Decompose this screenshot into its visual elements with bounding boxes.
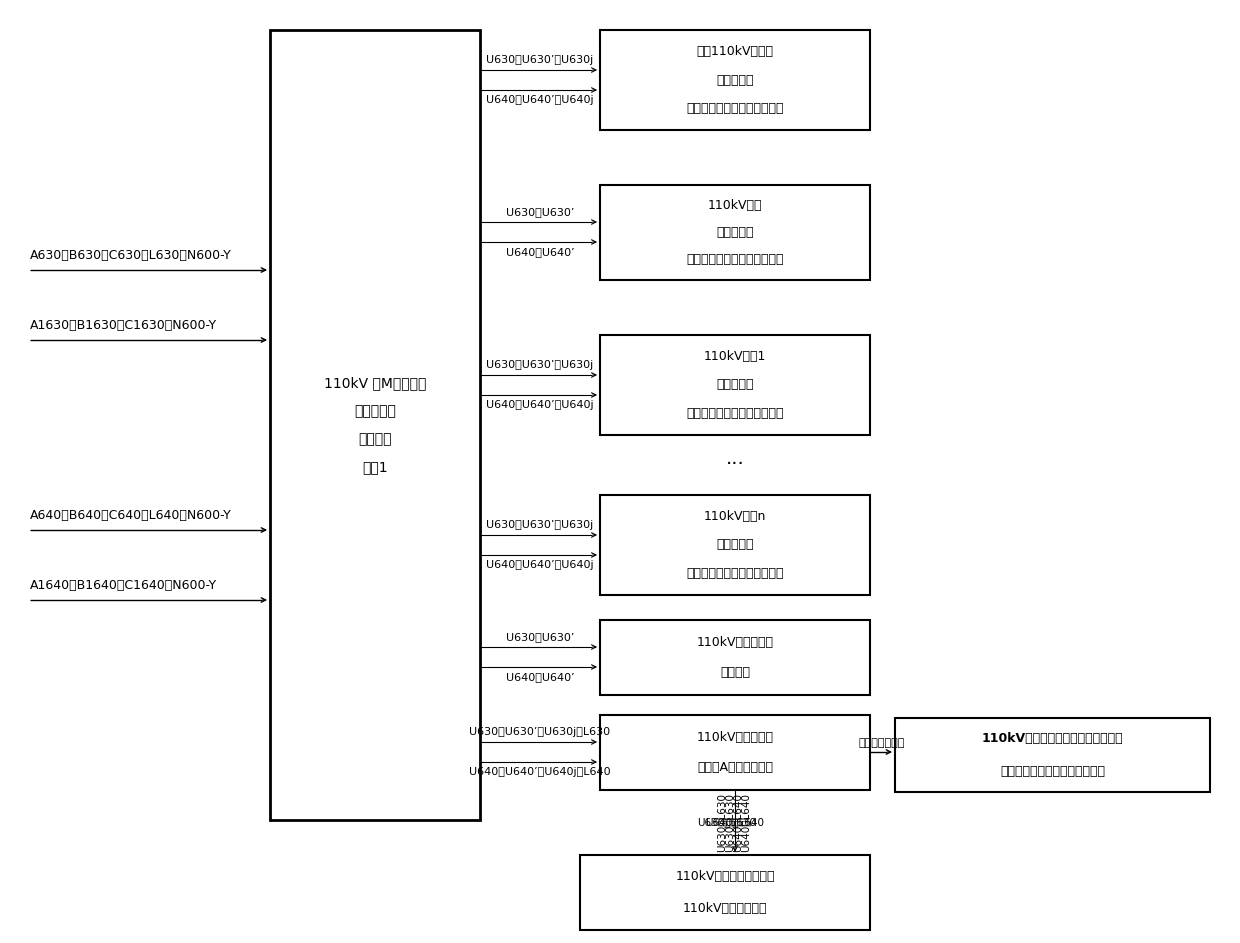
Text: U640、U640’、U640j、L640: U640、U640’、U640j、L640: [469, 767, 611, 777]
Text: 110kV线路n: 110kV线路n: [704, 510, 766, 523]
Text: 110kV母联: 110kV母联: [708, 199, 763, 212]
Text: 智能终端合并单元一体化装置: 智能终端合并单元一体化装置: [686, 567, 784, 580]
Text: 合并单元: 合并单元: [358, 432, 392, 446]
Text: 智能控制柜: 智能控制柜: [717, 538, 754, 552]
Text: 110kV母线保护柜: 110kV母线保护柜: [697, 731, 774, 744]
Text: 110kV ￢M母线设备: 110kV ￢M母线设备: [324, 376, 427, 390]
Bar: [600, 495, 870, 595]
Text: U630、U630’、U630j: U630、U630’、U630j: [486, 360, 594, 370]
Text: U630、U630’、U630j、L630: U630、U630’、U630j、L630: [470, 727, 610, 737]
Text: 母线保护: 母线保护: [720, 666, 750, 679]
Text: A630、B630、C630、L630、N600-Y: A630、B630、C630、L630、N600-Y: [30, 249, 232, 262]
Text: U630、U630’、U630j: U630、U630’、U630j: [486, 55, 594, 65]
Bar: [580, 855, 870, 930]
Text: 智能控制柜: 智能控制柜: [355, 404, 396, 418]
Text: U640、U640’、U640j: U640、U640’、U640j: [486, 560, 594, 570]
Bar: [600, 185, 870, 280]
Text: A1630、B1630、C1630、N600-Y: A1630、B1630、C1630、N600-Y: [30, 319, 217, 332]
Bar: [270, 30, 480, 820]
Text: 110kV故障录波及网络分析一体化柜: 110kV故障录波及网络分析一体化柜: [982, 733, 1123, 745]
Text: U640、U640’: U640、U640’: [506, 672, 574, 682]
Text: U640、L640: U640、L640: [740, 793, 750, 852]
Text: 智能控制柜: 智能控制柜: [717, 74, 754, 87]
Text: A640、B640、C640、L640、N600-Y: A640、B640、C640、L640、N600-Y: [30, 509, 232, 522]
Text: 智能控制柜: 智能控制柜: [717, 226, 754, 239]
Text: U630、U630’: U630、U630’: [506, 632, 574, 642]
Text: U630、U630’、U630j: U630、U630’、U630j: [486, 520, 594, 530]
Text: 110kV公用测控装置: 110kV公用测控装置: [683, 902, 768, 916]
Text: 故障录波及网络分析一体化装置: 故障录波及网络分析一体化装置: [999, 765, 1105, 778]
Bar: [600, 715, 870, 790]
Text: 智能终端合并单元一体化装置: 智能终端合并单元一体化装置: [686, 102, 784, 115]
Text: U630、U630’: U630、U630’: [506, 207, 574, 217]
Bar: [600, 30, 870, 130]
Text: U640、U640’: U640、U640’: [506, 247, 574, 257]
Text: （全部采样值）: （全部采样值）: [859, 738, 905, 748]
Text: U630、L630: U630、L630: [724, 793, 734, 852]
Text: U640、L640: U640、L640: [706, 818, 765, 828]
Text: 智能终端合并单元一体化装置: 智能终端合并单元一体化装置: [686, 407, 784, 420]
Bar: [895, 718, 1210, 792]
Text: U640、L640: U640、L640: [732, 793, 742, 852]
Text: ···: ···: [725, 455, 744, 474]
Bar: [600, 335, 870, 435]
Text: 110kV母线保护柜: 110kV母线保护柜: [697, 636, 774, 649]
Text: 110kV公用测控及网络柜: 110kV公用测控及网络柜: [676, 869, 775, 883]
Text: 主变110kV侧进线: 主变110kV侧进线: [697, 45, 774, 58]
Text: 智能控制柜: 智能控制柜: [717, 378, 754, 391]
Text: U640、U640’、U640j: U640、U640’、U640j: [486, 400, 594, 410]
Bar: [600, 620, 870, 695]
Text: A1640、B1640、C1640、N600-Y: A1640、B1640、C1640、N600-Y: [30, 579, 217, 592]
Text: U640、U640’、U640j: U640、U640’、U640j: [486, 95, 594, 105]
Text: 过程层A网中心交换机: 过程层A网中心交换机: [697, 761, 773, 774]
Text: 装置1: 装置1: [362, 460, 388, 474]
Text: U630、L630: U630、L630: [697, 818, 756, 828]
Text: 智能终端合并单元一体化装置: 智能终端合并单元一体化装置: [686, 253, 784, 266]
Text: U630、L630: U630、L630: [715, 793, 725, 852]
Text: 110kV线路1: 110kV线路1: [704, 350, 766, 363]
